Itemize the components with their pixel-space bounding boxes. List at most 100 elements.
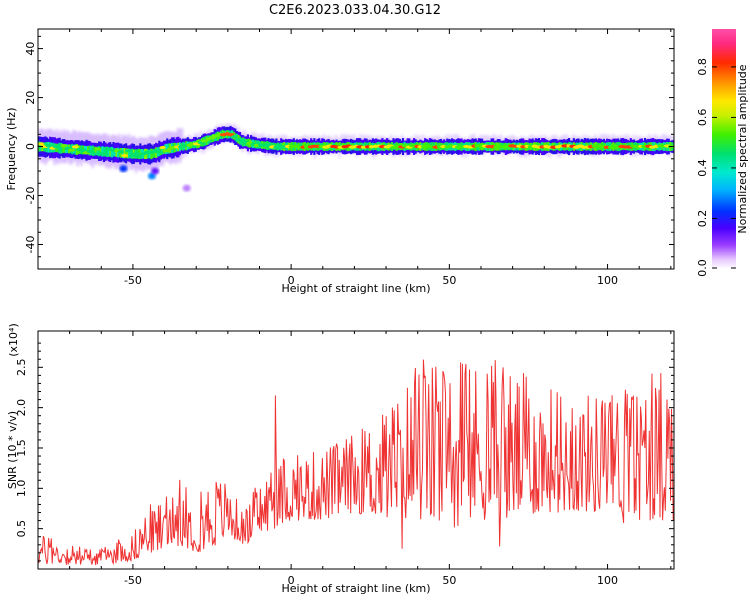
- colorbar-label: Normalized spectral amplitude: [736, 64, 749, 233]
- colorbar-tick-label: 0.4: [696, 159, 709, 177]
- snr-frame: [37, 330, 675, 570]
- ridge-core-cell: [58, 142, 61, 154]
- colorbar: 0.0 0.2 0.4 0.6 0.8 Normalized spectral ampl…: [696, 29, 749, 277]
- x-tick-label: -50: [124, 574, 142, 587]
- snr-panel: -50 0 50 100 0.5 1.0 1.5 2.0 2.5 Height of strai…: [6, 323, 675, 595]
- ridge-core-cell: [166, 143, 169, 154]
- ridge-core-cell: [121, 147, 125, 159]
- colorbar-tick-label: 0.0: [696, 259, 709, 277]
- ridge-core-cell: [235, 133, 238, 143]
- ridge-peak: [231, 134, 238, 139]
- ridge-peak: [154, 150, 163, 154]
- ridge-core-cell: [113, 148, 117, 157]
- ridge-core-cell: [106, 146, 109, 158]
- ridge-core-cell: [129, 149, 132, 159]
- x-tick-label: 100: [597, 274, 618, 287]
- ridge-peak: [91, 152, 98, 156]
- ridge-core-cell: [110, 146, 113, 158]
- ridge-core-cell: [93, 146, 96, 155]
- ridge-core-cell: [161, 146, 164, 155]
- ridge-core-cell: [148, 149, 151, 159]
- ridge-core-cell: [104, 146, 107, 157]
- ridge-core-cell: [63, 144, 66, 153]
- snr-y-axis-label: SNR (10 * v/v): [6, 411, 19, 489]
- ridge-core-cell: [61, 143, 64, 153]
- ridge-core-cell: [123, 148, 126, 159]
- ridge-peak: [38, 142, 44, 146]
- y-tick-label: 0.5: [15, 520, 28, 538]
- ridge-peak: [71, 145, 79, 149]
- colorbar-ticks: 0.0 0.2 0.4 0.6 0.8: [696, 58, 736, 277]
- ridge-core-cell: [102, 146, 106, 157]
- ridge-core-cell: [74, 144, 77, 155]
- figure-title: C2E6.2023.033.04.30.G12: [269, 3, 441, 18]
- spectrogram-y-axis-label: Frequency (Hz): [5, 108, 18, 191]
- x-tick-label: 100: [597, 574, 618, 587]
- colorbar-tick-label: 0.2: [696, 210, 709, 228]
- snr-ticks: -50 0 50 100 0.5 1.0 1.5 2.0 2.5: [15, 331, 674, 587]
- sidelobe-point: [119, 165, 128, 173]
- x-tick-label: 50: [442, 574, 456, 587]
- x-tick-label: 0: [288, 274, 295, 287]
- snr-y-multiplier: (x10⁴): [7, 323, 20, 357]
- ridge-core-cell: [47, 141, 50, 153]
- ridge-core-cell: [94, 146, 98, 156]
- ridge-peak: [159, 145, 166, 150]
- y-tick-label: -20: [24, 187, 37, 205]
- ridge-core-cell: [117, 147, 120, 158]
- x-tick-label: -50: [124, 274, 142, 287]
- ridge-core-cell: [60, 142, 63, 154]
- spectrogram-frame: [37, 28, 675, 270]
- ridge-core-cell: [128, 148, 131, 159]
- y-tick-label: 2.0: [15, 399, 28, 417]
- spectrogram-panel: -50 0 50 100 -40 -20 0 20 40 Height of straight …: [5, 28, 675, 295]
- spectrogram-x-axis-label: Height of straight line (km): [281, 282, 430, 295]
- ridge-peak: [79, 148, 87, 153]
- ridge-core-cell: [115, 148, 118, 157]
- ridge-peak: [137, 154, 143, 159]
- colorbar-tick-label: 0.6: [696, 109, 709, 127]
- ridge-core-cell: [101, 146, 104, 157]
- ridge-peak: [45, 143, 53, 148]
- ridge-peaks: [38, 132, 674, 159]
- spectrogram-ticks: -50 0 50 100 -40 -20 0 20 40: [24, 29, 674, 287]
- y-tick-label: 40: [24, 42, 37, 56]
- ridge-core-cell: [96, 146, 99, 156]
- ridge-core-cell: [164, 143, 167, 155]
- y-tick-label: 1.5: [15, 439, 28, 457]
- sidelobe-point: [182, 184, 191, 192]
- ridge-peak: [148, 150, 155, 154]
- y-tick-label: 2.5: [15, 359, 28, 377]
- snr-series: [38, 359, 674, 566]
- ridge-peak: [117, 150, 124, 154]
- spectrogram-heatmap: [38, 123, 674, 192]
- ridge-peak: [68, 148, 76, 152]
- ridge-peak: [95, 147, 101, 151]
- ridge-peak: [102, 152, 109, 156]
- ridge-core-cell: [126, 148, 129, 159]
- ridge-core-cell: [145, 148, 148, 159]
- ridge-peak: [60, 144, 68, 148]
- ridge-peak: [86, 149, 95, 154]
- ridge-core-cell: [98, 146, 101, 157]
- y-tick-label: 20: [24, 91, 37, 105]
- ridge-core-cell: [125, 148, 128, 158]
- ridge-peak: [132, 152, 140, 156]
- y-tick-label: 1.0: [15, 480, 28, 498]
- ridge-core-cell: [112, 148, 115, 157]
- ridge-core-cell: [151, 149, 155, 158]
- y-tick-label: 0: [24, 143, 37, 150]
- ridge-core-cell: [99, 147, 102, 156]
- ridge-core-cell: [107, 147, 110, 157]
- x-tick-label: 50: [442, 274, 456, 287]
- snr-x-axis-label: Height of straight line (km): [281, 582, 430, 595]
- ridge-core-cell: [139, 149, 142, 159]
- colorbar-tick-label: 0.8: [696, 58, 709, 76]
- ridge-core-cell: [153, 149, 156, 158]
- x-tick-label: 0: [288, 574, 295, 587]
- snr-line: [38, 359, 674, 566]
- ridge-core-cell: [109, 147, 112, 157]
- ridge-core-cell: [147, 149, 150, 159]
- sidelobe-point: [151, 167, 160, 175]
